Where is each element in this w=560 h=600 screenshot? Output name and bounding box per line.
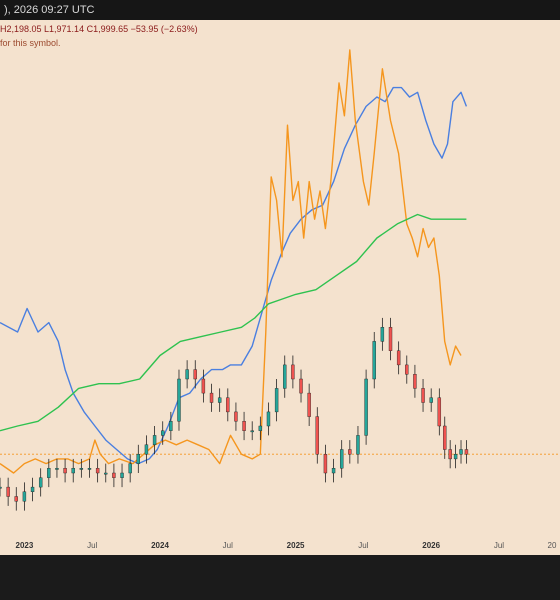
candle (120, 463, 124, 488)
candle (104, 463, 108, 483)
x-tick-label: 20 (547, 541, 557, 550)
candle (30, 477, 35, 502)
candle (136, 444, 141, 473)
x-tick-label: 2023 (15, 541, 34, 550)
candle (226, 388, 230, 422)
candle (339, 440, 344, 478)
candle (388, 317, 393, 361)
candle (55, 458, 59, 478)
x-tick-label: Jul (222, 541, 233, 550)
candle (79, 458, 84, 478)
candle (169, 411, 173, 441)
candle (396, 341, 401, 375)
candle (291, 355, 295, 389)
green-series-line (0, 213, 467, 432)
candle (356, 426, 360, 464)
candle (47, 458, 51, 488)
candle (128, 454, 132, 483)
blue-series-line (0, 86, 468, 465)
candle (266, 402, 271, 436)
candle (283, 355, 287, 398)
candle (380, 317, 385, 351)
candle (421, 379, 425, 412)
candle (429, 388, 433, 412)
candle (152, 426, 157, 455)
candle (234, 402, 238, 431)
candle (453, 444, 458, 469)
x-tick-label: Jul (358, 541, 369, 550)
candle (348, 440, 352, 464)
ohlc-legend: H2,198.05 L1,971.14 C1,999.65 −53.95 (−2… (0, 24, 198, 34)
candle (95, 458, 100, 483)
candle (201, 369, 206, 403)
candle (364, 369, 368, 445)
x-tick-label: 2024 (151, 541, 169, 550)
candle (464, 440, 469, 464)
symbol-notice: for this symbol. (0, 38, 61, 48)
candle (448, 440, 452, 469)
candle (63, 458, 67, 483)
x-tick-label: 2026 (422, 541, 441, 550)
candle (459, 440, 463, 464)
candle (299, 369, 303, 403)
candle (38, 468, 43, 497)
candle (437, 388, 442, 436)
candle (161, 421, 165, 445)
candle (242, 411, 246, 441)
candle (405, 355, 409, 384)
candle (87, 458, 92, 478)
candle (217, 388, 222, 412)
candle (193, 360, 197, 389)
candle (71, 458, 75, 483)
x-tick-label: Jul (87, 541, 98, 550)
candle (209, 383, 214, 412)
candle (0, 477, 2, 497)
candle (144, 435, 149, 464)
candle (250, 421, 254, 441)
candle (14, 487, 18, 511)
time-axis[interactable]: 2023 Jul 2024 Jul 2025 Jul 2026 Jul 20 (0, 537, 560, 555)
x-tick-label: Jul (493, 541, 505, 550)
chart-canvas[interactable]: H2,198.05 L1,971.14 C1,999.65 −53.95 (−2… (0, 20, 560, 555)
orange-series-line (0, 49, 462, 474)
candle (331, 458, 336, 483)
x-tick-label: 2025 (286, 541, 305, 550)
bottom-toolbar (0, 555, 560, 600)
candle (185, 360, 189, 389)
candle (323, 444, 328, 483)
candle (6, 477, 10, 506)
candle (22, 482, 27, 511)
timestamp-text: ), 2026 09:27 UTC (4, 4, 95, 16)
candle (372, 332, 376, 389)
candle (307, 383, 311, 426)
candle (274, 379, 279, 422)
candle (112, 463, 116, 488)
candle (315, 407, 319, 464)
candle (443, 416, 447, 459)
candle (177, 369, 181, 431)
candle (258, 416, 263, 441)
candle (413, 364, 417, 398)
timestamp-bar: ), 2026 09:27 UTC (0, 0, 560, 20)
chart-plot[interactable] (0, 20, 560, 555)
